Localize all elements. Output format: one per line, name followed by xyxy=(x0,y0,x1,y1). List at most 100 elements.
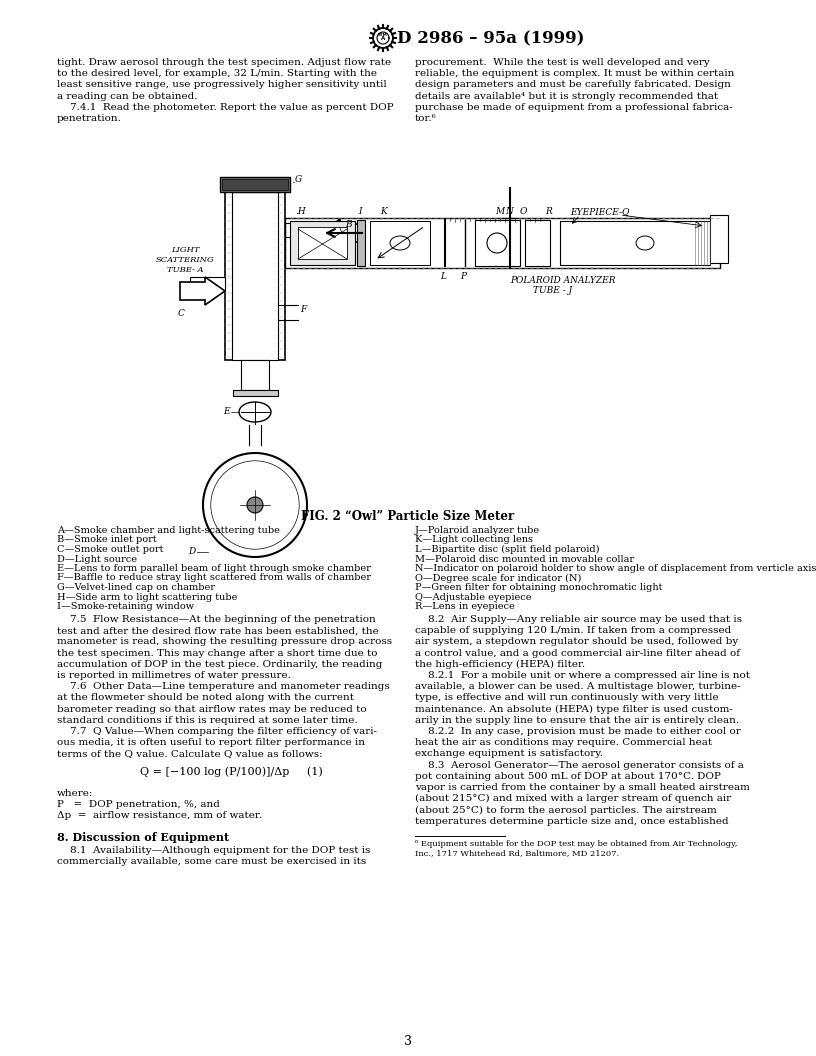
Text: LIGHT
SCATTERING
TUBE- A: LIGHT SCATTERING TUBE- A xyxy=(156,246,215,275)
Text: C: C xyxy=(178,309,185,318)
Text: B: B xyxy=(345,220,352,229)
Bar xyxy=(290,221,355,265)
Text: M: M xyxy=(495,207,504,216)
Text: exchange equipment is satisfactory.: exchange equipment is satisfactory. xyxy=(415,750,603,758)
Text: 3: 3 xyxy=(404,1035,412,1048)
Text: P   =  DOP penetration, %, and: P = DOP penetration, %, and xyxy=(57,799,220,809)
Text: A—Smoke chamber and light-scattering tube: A—Smoke chamber and light-scattering tub… xyxy=(57,526,280,535)
Text: (about 25°C) to form the aerosol particles. The airstream: (about 25°C) to form the aerosol particl… xyxy=(415,806,716,814)
Text: N—Indicator on polaroid holder to show angle of displacement from verticle axis: N—Indicator on polaroid holder to show a… xyxy=(415,564,816,573)
Text: 8. Discussion of Equipment: 8. Discussion of Equipment xyxy=(57,832,229,843)
Text: I: I xyxy=(358,207,361,216)
Text: type, is effective and will run continuously with very little: type, is effective and will run continuo… xyxy=(415,694,719,702)
Text: R: R xyxy=(545,207,552,216)
Text: 8.1  Availability—Although equipment for the DOP test is: 8.1 Availability—Although equipment for … xyxy=(57,846,370,855)
Text: 8.3  Aerosol Generator—The aerosol generator consists of a: 8.3 Aerosol Generator—The aerosol genera… xyxy=(415,760,744,770)
Text: L: L xyxy=(440,272,446,281)
Ellipse shape xyxy=(636,235,654,250)
Text: procurement.  While the test is well developed and very: procurement. While the test is well deve… xyxy=(415,58,710,67)
Text: POLAROID ANALYZER: POLAROID ANALYZER xyxy=(510,276,615,285)
Text: C—Smoke outlet port: C—Smoke outlet port xyxy=(57,545,163,554)
Circle shape xyxy=(247,497,263,513)
Text: P—Green filter for obtaining monochromatic light: P—Green filter for obtaining monochromat… xyxy=(415,583,663,592)
Text: 7.5  Flow Resistance—At the beginning of the penetration: 7.5 Flow Resistance—At the beginning of … xyxy=(57,615,375,624)
Text: purchase be made of equipment from a professional fabrica-: purchase be made of equipment from a pro… xyxy=(415,102,733,112)
Text: EYEPIECE-Q: EYEPIECE-Q xyxy=(570,207,629,216)
Text: I—Smoke-retaining window: I—Smoke-retaining window xyxy=(57,602,194,611)
Text: barometer reading so that airflow rates may be reduced to: barometer reading so that airflow rates … xyxy=(57,704,366,714)
Text: accumulation of DOP in the test piece. Ordinarily, the reading: accumulation of DOP in the test piece. O… xyxy=(57,660,383,668)
Text: O: O xyxy=(520,207,527,216)
Bar xyxy=(190,277,225,291)
Text: temperatures determine particle size and, once established: temperatures determine particle size and… xyxy=(415,816,729,826)
Text: 8.2.2  In any case, provision must be made to either cool or: 8.2.2 In any case, provision must be mad… xyxy=(415,727,741,736)
Text: P: P xyxy=(460,272,466,281)
Text: E—Lens to form parallel beam of light through smoke chamber: E—Lens to form parallel beam of light th… xyxy=(57,564,371,573)
Bar xyxy=(285,218,720,268)
Text: vapor is carried from the container by a small heated airstream: vapor is carried from the container by a… xyxy=(415,782,750,792)
Text: FIG. 2 “Owl” Particle Size Meter: FIG. 2 “Owl” Particle Size Meter xyxy=(301,510,515,523)
Text: air system, a stepdown regulator should be used, followed by: air system, a stepdown regulator should … xyxy=(415,638,738,646)
Text: penetration.: penetration. xyxy=(57,114,122,122)
Text: capable of supplying 120 L/min. If taken from a compressed: capable of supplying 120 L/min. If taken… xyxy=(415,626,731,636)
Text: manometer is read, showing the resulting pressure drop across: manometer is read, showing the resulting… xyxy=(57,638,392,646)
Text: tor.⁶: tor.⁶ xyxy=(415,114,437,122)
Bar xyxy=(560,221,710,265)
Text: ous media, it is often useful to report filter performance in: ous media, it is often useful to report … xyxy=(57,738,365,748)
Text: R—Lens in eyepiece: R—Lens in eyepiece xyxy=(415,602,515,611)
Text: pot containing about 500 mL of DOP at about 170°C. DOP: pot containing about 500 mL of DOP at ab… xyxy=(415,772,721,780)
Text: available, a blower can be used. A multistage blower, turbine-: available, a blower can be used. A multi… xyxy=(415,682,741,692)
Bar xyxy=(525,220,550,266)
Bar xyxy=(475,220,520,266)
Text: O—Degree scale for indicator (N): O—Degree scale for indicator (N) xyxy=(415,573,581,583)
Text: TUBE - J: TUBE - J xyxy=(533,286,572,295)
Text: STM: STM xyxy=(378,33,388,37)
Text: K—Light collecting lens: K—Light collecting lens xyxy=(415,535,533,545)
Ellipse shape xyxy=(390,235,410,250)
Text: D 2986 – 95a (1999): D 2986 – 95a (1999) xyxy=(397,30,584,48)
Text: ⁶ Equipment suitable for the DOP test may be obtained from Air Technology,: ⁶ Equipment suitable for the DOP test ma… xyxy=(415,840,738,848)
Text: .H: .H xyxy=(295,207,306,216)
Text: B—Smoke inlet port: B—Smoke inlet port xyxy=(57,535,157,545)
Text: terms of the Q value. Calculate Q value as follows:: terms of the Q value. Calculate Q value … xyxy=(57,750,322,758)
Text: F—Baffle to reduce stray light scattered from walls of chamber: F—Baffle to reduce stray light scattered… xyxy=(57,573,371,583)
Bar xyxy=(233,390,277,396)
Text: K: K xyxy=(380,207,387,216)
Text: 7.7  Q Value—When comparing the filter efficiency of vari-: 7.7 Q Value—When comparing the filter ef… xyxy=(57,727,377,736)
Polygon shape xyxy=(322,219,365,247)
Text: M—Polaroid disc mounted in movable collar: M—Polaroid disc mounted in movable colla… xyxy=(415,554,634,564)
Text: details are available⁴ but it is strongly recommended that: details are available⁴ but it is strongl… xyxy=(415,92,718,100)
Text: test and after the desired flow rate has been established, the: test and after the desired flow rate has… xyxy=(57,626,379,636)
Text: Δp  =  airflow resistance, mm of water.: Δp = airflow resistance, mm of water. xyxy=(57,811,262,821)
Text: maintenance. An absolute (HEPA) type filter is used custom-: maintenance. An absolute (HEPA) type fil… xyxy=(415,704,733,714)
Text: Inc., 1717 Whitehead Rd, Baltimore, MD 21207.: Inc., 1717 Whitehead Rd, Baltimore, MD 2… xyxy=(415,849,619,857)
Text: H—Side arm to light scattering tube: H—Side arm to light scattering tube xyxy=(57,592,237,602)
Text: J—Polaroid analyzer tube: J—Polaroid analyzer tube xyxy=(415,526,540,535)
Text: A: A xyxy=(381,37,385,41)
Text: to the desired level, for example, 32 L/min. Starting with the: to the desired level, for example, 32 L/… xyxy=(57,70,377,78)
Bar xyxy=(220,177,290,192)
Text: a control value, and a good commercial air-line filter ahead of: a control value, and a good commercial a… xyxy=(415,648,740,658)
Text: least sensitive range, use progressively higher sensitivity until: least sensitive range, use progressively… xyxy=(57,80,387,90)
Bar xyxy=(222,180,288,190)
Text: G—Velvet-lined cap on chamber: G—Velvet-lined cap on chamber xyxy=(57,583,215,592)
Text: Q—Adjustable eyepiece: Q—Adjustable eyepiece xyxy=(415,592,531,602)
Text: L—Bipartite disc (split field polaroid): L—Bipartite disc (split field polaroid) xyxy=(415,545,600,554)
Text: N: N xyxy=(505,207,513,216)
Text: standard conditions if this is required at some later time.: standard conditions if this is required … xyxy=(57,716,357,724)
Bar xyxy=(225,192,285,360)
Text: commercially available, some care must be exercised in its: commercially available, some care must b… xyxy=(57,857,366,866)
Text: D—Light source: D—Light source xyxy=(57,554,137,564)
Bar xyxy=(241,360,269,390)
Text: 8.2  Air Supply—Any reliable air source may be used that is: 8.2 Air Supply—Any reliable air source m… xyxy=(415,615,742,624)
Text: the test specimen. This may change after a short time due to: the test specimen. This may change after… xyxy=(57,648,378,658)
Text: reliable, the equipment is complex. It must be within certain: reliable, the equipment is complex. It m… xyxy=(415,70,734,78)
Text: the high-efficiency (HEPA) filter.: the high-efficiency (HEPA) filter. xyxy=(415,660,585,668)
Text: E: E xyxy=(224,408,230,416)
Polygon shape xyxy=(373,29,393,48)
Text: a reading can be obtained.: a reading can be obtained. xyxy=(57,92,197,100)
Text: (about 215°C) and mixed with a larger stream of quench air: (about 215°C) and mixed with a larger st… xyxy=(415,794,731,804)
Text: 8.2.1  For a mobile unit or where a compressed air line is not: 8.2.1 For a mobile unit or where a compr… xyxy=(415,671,750,680)
Text: heat the air as conditions may require. Commercial heat: heat the air as conditions may require. … xyxy=(415,738,712,748)
Bar xyxy=(285,223,320,237)
